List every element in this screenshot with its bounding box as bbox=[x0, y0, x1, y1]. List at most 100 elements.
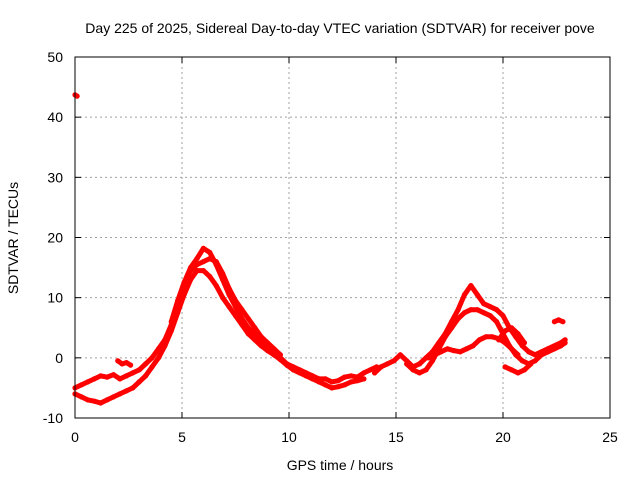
series-track-2 bbox=[72, 268, 367, 406]
data-point bbox=[85, 379, 91, 385]
data-point bbox=[416, 361, 423, 367]
data-point bbox=[329, 385, 335, 391]
data-point bbox=[494, 307, 500, 313]
data-point bbox=[265, 348, 271, 354]
data-point bbox=[213, 259, 219, 265]
data-point bbox=[194, 262, 200, 268]
series-line bbox=[72, 268, 367, 406]
x-tick-label: 10 bbox=[281, 429, 297, 445]
data-point bbox=[277, 352, 283, 358]
data-point bbox=[277, 357, 283, 363]
data-point bbox=[560, 319, 566, 325]
data-point bbox=[515, 331, 521, 337]
data-point bbox=[551, 346, 558, 352]
data-point bbox=[194, 268, 200, 274]
data-point bbox=[348, 379, 354, 385]
data-point bbox=[110, 394, 117, 400]
data-point bbox=[149, 355, 155, 361]
data-point bbox=[207, 249, 213, 256]
data-point bbox=[451, 348, 457, 354]
data-point bbox=[361, 370, 367, 376]
data-point bbox=[532, 352, 538, 358]
data-point bbox=[78, 394, 84, 400]
data-point bbox=[130, 385, 136, 391]
y-tick-label: 0 bbox=[55, 350, 63, 366]
data-point bbox=[128, 362, 134, 368]
data-point bbox=[98, 400, 104, 406]
data-point bbox=[303, 373, 309, 379]
data-point bbox=[335, 378, 341, 384]
data-point bbox=[431, 352, 438, 358]
data-point bbox=[464, 346, 470, 352]
data-point bbox=[232, 298, 239, 304]
data-point bbox=[342, 374, 348, 380]
y-tick-label: 40 bbox=[47, 109, 63, 125]
data-point bbox=[271, 352, 277, 358]
series-line bbox=[404, 307, 568, 376]
data-point bbox=[119, 361, 125, 367]
data-point bbox=[509, 367, 515, 373]
data-point bbox=[290, 367, 296, 373]
data-point bbox=[500, 313, 506, 319]
data-point bbox=[348, 373, 354, 379]
data-point bbox=[489, 334, 495, 340]
data-point bbox=[496, 337, 502, 343]
data-point bbox=[397, 352, 403, 358]
x-tick-label: 15 bbox=[388, 429, 404, 445]
data-point bbox=[91, 398, 97, 404]
data-point bbox=[239, 307, 245, 313]
series-track-6 bbox=[404, 307, 568, 376]
plot-frame bbox=[74, 56, 611, 419]
data-point bbox=[429, 358, 435, 364]
data-point bbox=[468, 307, 474, 313]
data-point bbox=[252, 325, 258, 331]
data-point bbox=[329, 379, 335, 385]
series-line bbox=[168, 256, 283, 358]
data-point bbox=[252, 337, 258, 343]
data-point bbox=[194, 256, 200, 262]
series-layer bbox=[72, 92, 568, 406]
data-point bbox=[367, 367, 373, 373]
data-point bbox=[481, 301, 487, 307]
data-point bbox=[220, 295, 226, 301]
data-point bbox=[200, 245, 206, 251]
series-track-10 bbox=[551, 317, 566, 325]
data-point bbox=[509, 325, 515, 331]
data-point bbox=[104, 374, 110, 380]
series-track-8 bbox=[496, 325, 528, 346]
data-point bbox=[265, 340, 271, 346]
data-point bbox=[449, 325, 455, 331]
data-point bbox=[483, 334, 489, 340]
series-track-1 bbox=[72, 245, 380, 391]
data-point bbox=[335, 384, 341, 390]
data-point bbox=[207, 274, 213, 280]
data-point bbox=[245, 331, 251, 337]
data-point bbox=[444, 346, 450, 352]
data-point bbox=[104, 397, 110, 403]
data-point bbox=[545, 349, 551, 355]
y-tick-label: 50 bbox=[47, 49, 63, 65]
data-point bbox=[481, 310, 487, 316]
y-tick-label: 10 bbox=[47, 290, 63, 306]
data-point bbox=[123, 373, 129, 379]
data-point bbox=[556, 317, 562, 323]
data-point bbox=[521, 340, 528, 346]
series-track-9 bbox=[502, 361, 534, 376]
data-point bbox=[416, 370, 423, 376]
data-point bbox=[117, 376, 123, 382]
data-point bbox=[200, 259, 206, 265]
data-point bbox=[442, 334, 448, 340]
data-point bbox=[391, 358, 397, 364]
data-point bbox=[226, 304, 232, 310]
data-point bbox=[297, 370, 303, 376]
data-point bbox=[474, 307, 480, 313]
data-point bbox=[528, 361, 534, 367]
y-axis-label: SDTVAR / TECUs bbox=[5, 182, 21, 294]
data-point bbox=[474, 292, 480, 298]
data-point bbox=[509, 346, 515, 352]
data-point bbox=[271, 346, 277, 352]
y-tick-label: 20 bbox=[47, 230, 63, 246]
data-point bbox=[372, 370, 378, 376]
y-tick-label: 30 bbox=[47, 169, 63, 185]
